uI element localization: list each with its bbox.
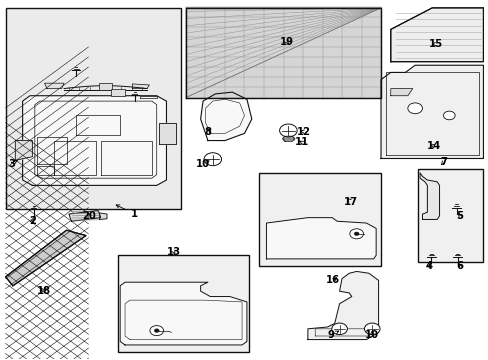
Circle shape xyxy=(353,232,358,235)
Circle shape xyxy=(154,329,159,332)
Text: 10: 10 xyxy=(365,330,379,340)
Circle shape xyxy=(279,124,297,137)
Text: 7: 7 xyxy=(439,157,446,167)
Text: 8: 8 xyxy=(204,127,211,136)
Text: 5: 5 xyxy=(456,211,463,221)
Polygon shape xyxy=(69,211,101,221)
Polygon shape xyxy=(5,230,86,286)
Circle shape xyxy=(364,323,379,334)
Polygon shape xyxy=(266,218,375,259)
Polygon shape xyxy=(390,89,412,96)
Bar xyxy=(118,255,249,352)
Polygon shape xyxy=(120,282,246,345)
Polygon shape xyxy=(132,84,149,89)
Text: 1: 1 xyxy=(116,205,138,219)
Bar xyxy=(5,8,181,209)
Text: 13: 13 xyxy=(166,247,181,257)
Text: 18: 18 xyxy=(37,286,51,296)
Polygon shape xyxy=(200,92,251,140)
Polygon shape xyxy=(380,65,483,158)
Polygon shape xyxy=(390,8,483,62)
Text: 20: 20 xyxy=(82,211,96,221)
Bar xyxy=(417,169,483,262)
Text: 9: 9 xyxy=(327,330,338,340)
Polygon shape xyxy=(100,213,107,220)
Polygon shape xyxy=(22,96,166,185)
Circle shape xyxy=(407,103,422,114)
Polygon shape xyxy=(307,271,378,339)
Bar xyxy=(99,83,112,90)
Text: 6: 6 xyxy=(456,261,463,271)
Text: 10: 10 xyxy=(196,159,210,169)
Polygon shape xyxy=(185,8,380,98)
Text: 14: 14 xyxy=(426,141,440,151)
Text: 17: 17 xyxy=(343,197,357,207)
Text: 3: 3 xyxy=(8,159,18,169)
Polygon shape xyxy=(159,123,176,144)
Bar xyxy=(111,89,124,96)
Polygon shape xyxy=(44,83,64,89)
Text: 2: 2 xyxy=(29,216,36,226)
Text: 16: 16 xyxy=(325,275,340,285)
Bar xyxy=(259,173,380,266)
Text: 12: 12 xyxy=(296,127,310,136)
Text: 19: 19 xyxy=(279,37,293,47)
Polygon shape xyxy=(282,136,294,141)
Text: 15: 15 xyxy=(428,39,442,49)
Polygon shape xyxy=(15,140,32,160)
Circle shape xyxy=(443,111,454,120)
Circle shape xyxy=(349,229,363,239)
Circle shape xyxy=(331,323,346,334)
Polygon shape xyxy=(419,173,439,220)
Text: 11: 11 xyxy=(294,138,308,147)
Circle shape xyxy=(150,325,163,336)
Text: 4: 4 xyxy=(425,261,431,271)
Circle shape xyxy=(203,153,221,166)
Polygon shape xyxy=(185,8,380,98)
